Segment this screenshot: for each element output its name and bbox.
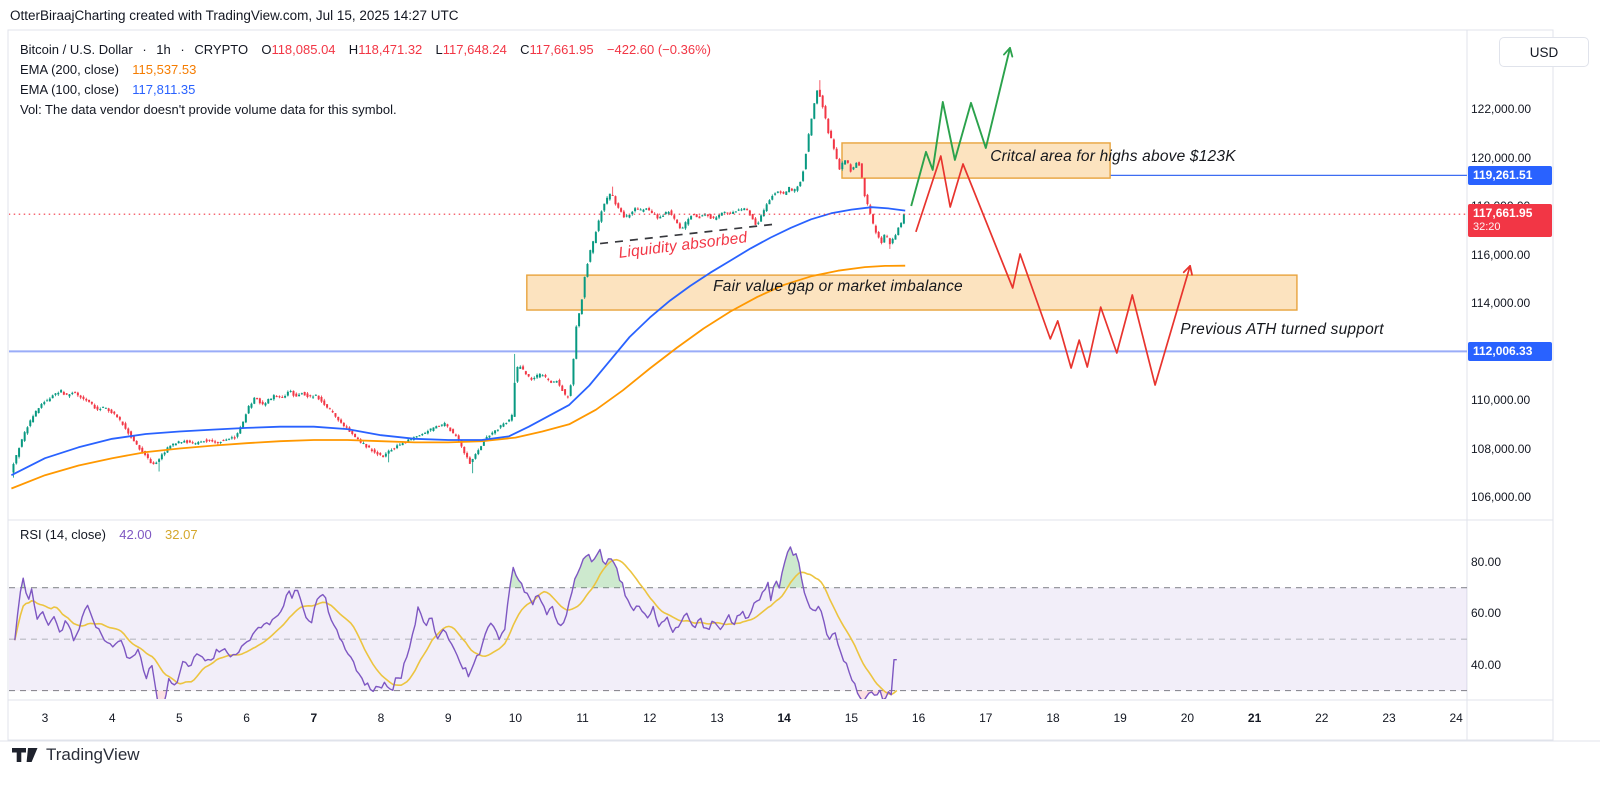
ohlc-close-value: 117,661.95: [529, 42, 594, 57]
time-tick-label: 7: [310, 711, 318, 725]
critical-box[interactable]: [841, 142, 1111, 179]
price-badge: 112,006.33: [1468, 341, 1552, 361]
time-tick-label: 11: [576, 711, 589, 725]
symbol-title[interactable]: Bitcoin / U.S. Dollar: [20, 42, 133, 57]
ema200-label[interactable]: EMA (200, close): [20, 62, 119, 77]
rsi-value: 42.00: [119, 527, 152, 542]
time-tick-label: 8: [377, 711, 385, 725]
time-tick-label: 14: [777, 711, 791, 725]
ohlc-high-value: 118,471.32: [358, 42, 423, 57]
price-tick-label: 114,000.00: [1471, 296, 1531, 310]
time-tick-label: 15: [844, 711, 859, 725]
ema200-row[interactable]: EMA (200, close) 115,537.53: [20, 60, 711, 80]
price-tick-label: 108,000.00: [1471, 441, 1532, 456]
bearish-projection-drawing[interactable]: [915, 155, 1193, 386]
time-tick-label: 13: [710, 711, 724, 725]
rsi-label[interactable]: RSI (14, close): [20, 527, 106, 542]
currency-toggle-button[interactable]: USD: [1499, 37, 1589, 67]
currency-label: USD: [1529, 44, 1559, 60]
ema100-line[interactable]: [10, 206, 906, 477]
price-tick-label: 122,000.00: [1471, 102, 1532, 116]
time-tick-label: 18: [1046, 711, 1060, 725]
critical-text[interactable]: Critcal area for highs above $123K: [990, 148, 1236, 165]
bullish-projection-drawing[interactable]: [910, 46, 1014, 207]
ema100-row[interactable]: EMA (100, close) 117,811.35: [20, 80, 711, 100]
rsi-ma-line: [14, 558, 898, 696]
tradingview-logo-icon: [12, 747, 38, 762]
fvg-box[interactable]: [526, 274, 1298, 311]
ema100-label[interactable]: EMA (100, close): [20, 82, 119, 97]
fvg-text[interactable]: Fair value gap or market imbalance: [713, 278, 963, 295]
ohlc-low-label: L: [435, 42, 443, 57]
ema100-value: 117,811.35: [132, 82, 196, 97]
time-tick-label: 17: [979, 711, 993, 725]
rsi-tick-label: 40.00: [1471, 657, 1502, 672]
price-badge: 119,261.51: [1468, 165, 1552, 185]
ohlc-low-value: 117,648.24: [442, 42, 507, 57]
symbol-row[interactable]: Bitcoin / U.S. Dollar · 1h · CRYPTO O118…: [20, 42, 711, 57]
time-tick-label: 5: [176, 711, 183, 725]
price-badge: 117,661.95 32:20: [1468, 204, 1552, 238]
time-tick-label: 21: [1247, 711, 1262, 725]
time-tick-label: 16: [911, 711, 926, 725]
tradingview-logo-text: TradingView: [46, 745, 140, 764]
ema200-line[interactable]: [11, 264, 906, 490]
rsi-tick-label: 80.00: [1471, 555, 1502, 569]
time-tick-label: 6: [243, 711, 250, 725]
rsi-ma-value: 32.07: [165, 527, 198, 542]
interval-label[interactable]: 1h: [156, 42, 171, 57]
tradingview-logo[interactable]: TradingView: [12, 745, 140, 765]
ath-text[interactable]: Previous ATH turned support: [1180, 321, 1384, 338]
rsi-pane[interactable]: [9, 546, 1467, 706]
time-tick-label: 19: [1113, 711, 1127, 725]
change-value: −422.60 (−0.36%): [606, 42, 711, 57]
time-tick-label: 22: [1315, 711, 1329, 725]
ohlc-high-label: H: [348, 42, 359, 57]
price-tick-label: 106,000.00: [1471, 490, 1532, 504]
price-pane[interactable]: [9, 46, 1467, 490]
time-tick-label: 23: [1382, 711, 1396, 725]
rsi-tick-label: 60.00: [1471, 606, 1502, 621]
time-tick-label: 3: [41, 711, 49, 725]
exchange-label: CRYPTO: [194, 42, 249, 57]
ohlc-open-value: 118,085.04: [271, 42, 336, 57]
time-tick-label: 20: [1180, 711, 1195, 725]
candlestick-series: [12, 80, 905, 478]
chart-legend: Bitcoin / U.S. Dollar · 1h · CRYPTO O118…: [20, 40, 711, 120]
time-tick-label: 24: [1449, 711, 1463, 725]
rsi-line: [14, 546, 897, 699]
ema200-value: 115,537.53: [132, 62, 197, 77]
rsi-legend[interactable]: RSI (14, close) 42.00 32.07: [20, 527, 198, 542]
attribution-text: OtterBiraajCharting created with Trading…: [10, 8, 459, 23]
volume-note-row: Vol: The data vendor doesn't provide vol…: [20, 100, 711, 120]
ohlc-open-label: O: [261, 42, 272, 57]
chart-frame: [0, 29, 1600, 742]
volume-note: Vol: The data vendor doesn't provide vol…: [20, 102, 397, 117]
time-tick-label: 12: [643, 711, 657, 725]
time-tick-label: 9: [444, 711, 452, 725]
ohlc-close-label: C: [520, 42, 530, 57]
time-tick-label: 10: [508, 711, 523, 725]
price-tick-label: 110,000.00: [1471, 393, 1531, 407]
price-tick-label: 116,000.00: [1471, 247, 1531, 262]
time-tick-label: 4: [108, 711, 116, 725]
price-tick-label: 120,000.00: [1471, 150, 1532, 165]
